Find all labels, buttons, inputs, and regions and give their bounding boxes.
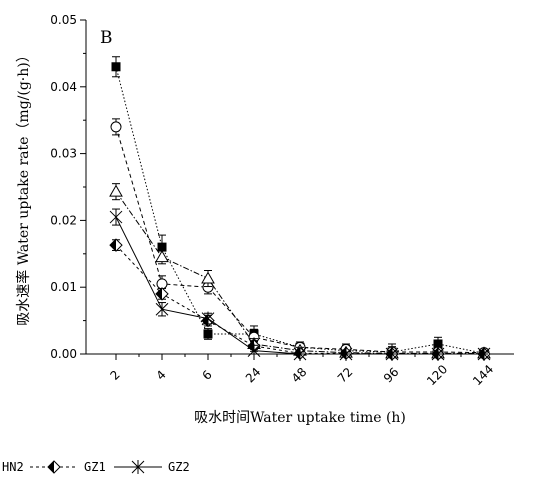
series-4-point-6 xyxy=(385,347,399,361)
legend-marker-gz2 xyxy=(131,460,145,474)
y-axis-title: 吸水速率 Water uptake rate（mg/(g·h)） xyxy=(15,48,32,325)
x-tick-label-3: 24 xyxy=(243,365,264,386)
series-4-line xyxy=(115,216,484,355)
series-3-point-0 xyxy=(109,238,123,252)
x-tick-label-7: 120 xyxy=(424,362,450,388)
series-3-point-5-fill xyxy=(340,347,346,360)
series-layer xyxy=(109,56,491,361)
y-tick-label-1: 0.01 xyxy=(50,280,77,294)
series-3-line xyxy=(115,244,484,355)
legend-marker-gz1 xyxy=(47,460,61,474)
series-4-point-8 xyxy=(477,347,491,361)
legend-label-hn2: HN2 xyxy=(2,460,24,474)
y-tick-label-3: 0.03 xyxy=(50,147,77,161)
series-0-point-7 xyxy=(433,339,443,349)
y-ticks: 0.00 0.01 0.02 0.03 0.04 0.05 xyxy=(50,13,86,361)
series-3-point-0-fill xyxy=(110,239,116,252)
series-4-point-5 xyxy=(339,347,353,361)
y-tick-label-5: 0.05 xyxy=(50,13,77,27)
series-0-point-1 xyxy=(157,242,167,252)
panel-label: B xyxy=(100,28,113,48)
series-3-point-1 xyxy=(155,287,169,301)
y-tick-label-0: 0.00 xyxy=(50,347,77,361)
legend-label-gz2: GZ2 xyxy=(168,460,190,474)
x-axis-title: 吸水时间Water uptake time (h) xyxy=(194,410,406,426)
series-4 xyxy=(109,208,491,361)
series-1-line xyxy=(115,126,485,354)
series-4-point-2 xyxy=(201,311,215,326)
series-2-point-2 xyxy=(201,271,215,284)
series-0-point-0 xyxy=(111,62,121,72)
legend-label-gz1: GZ1 xyxy=(84,460,106,474)
series-0-line xyxy=(115,66,485,354)
series-2-point-1 xyxy=(155,250,169,263)
series-2-line xyxy=(115,191,484,354)
series-4-point-3 xyxy=(247,343,261,358)
series-4-point-1 xyxy=(155,302,169,317)
series-0 xyxy=(111,56,489,358)
series-4-point-4 xyxy=(293,347,307,361)
series-4-point-0 xyxy=(109,210,123,225)
y-tick-label-4: 0.04 xyxy=(50,80,77,94)
series-0-point-2 xyxy=(203,329,213,339)
series-4-point-7 xyxy=(431,347,445,361)
series-3-point-1-fill xyxy=(156,287,162,300)
x-tick-label-2: 6 xyxy=(200,368,215,383)
x-tick-label-4: 48 xyxy=(289,365,310,386)
x-tick-label-8: 144 xyxy=(470,362,496,388)
series-2-point-0 xyxy=(109,184,123,197)
x-tick-label-1: 4 xyxy=(154,368,169,383)
x-tick-label-0: 2 xyxy=(108,368,123,383)
series-1 xyxy=(110,118,490,359)
legend: HN2 GZ1 GZ2 xyxy=(2,460,190,474)
x-tick-label-5: 72 xyxy=(335,365,356,386)
x-tick-label-6: 96 xyxy=(381,365,402,386)
series-1-point-0 xyxy=(110,121,122,133)
y-tick-label-2: 0.02 xyxy=(50,213,77,227)
series-2 xyxy=(109,183,491,359)
